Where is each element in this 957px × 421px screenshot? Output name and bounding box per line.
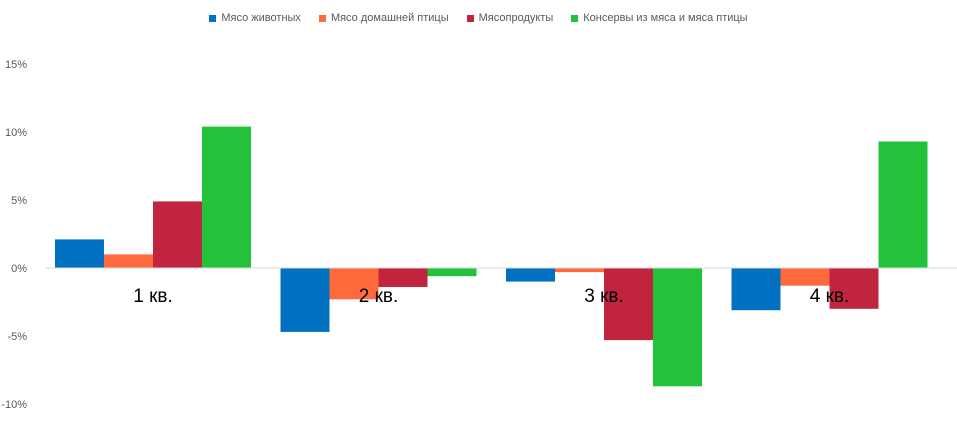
legend-swatch-0 xyxy=(209,14,217,22)
legend-label-3: Консервы из мяса и мяса птицы xyxy=(583,12,748,24)
bar-2-3 xyxy=(829,268,879,309)
legend-swatch-3 xyxy=(571,14,579,22)
bar-3-2 xyxy=(653,268,702,387)
legend-item-0: Мясо животных xyxy=(209,12,301,24)
bar-1-2 xyxy=(555,268,604,273)
bars xyxy=(55,126,928,387)
category-label: 4 кв. xyxy=(810,286,850,307)
bar-3-0 xyxy=(202,126,251,268)
bar-0-0 xyxy=(55,239,104,268)
bar-1-3 xyxy=(780,268,830,286)
category-label: 2 кв. xyxy=(359,286,399,307)
bar-1-0 xyxy=(104,254,153,268)
bar-0-3 xyxy=(731,268,781,311)
y-axis: 15% 10% 5% 0% -5% -10% xyxy=(1,59,27,411)
y-tick-label: 10% xyxy=(5,127,27,139)
category-label: 1 кв. xyxy=(133,286,173,307)
legend-label-1: Мясо домашней птицы xyxy=(330,12,449,24)
legend-item-1: Мясо домашней птицы xyxy=(318,12,449,24)
category-labels: 1 кв. 2 кв. 3 кв. 4 кв. xyxy=(133,286,849,307)
legend-item-2: Мясопродукты xyxy=(466,12,554,24)
legend-label-2: Мясопродукты xyxy=(478,12,554,24)
bar-2-0 xyxy=(153,201,202,268)
y-tick-label: 5% xyxy=(11,195,27,207)
legend-swatch-1 xyxy=(318,14,326,22)
bar-0-1 xyxy=(280,268,330,332)
legend-label-0: Мясо животных xyxy=(221,12,301,24)
bar-1-1 xyxy=(329,268,379,300)
bar-3-1 xyxy=(427,268,477,277)
bar-2-2 xyxy=(604,268,653,341)
y-tick-label: 15% xyxy=(5,59,27,71)
chart-legend: Мясо животных Мясо домашней птицы Мясопр… xyxy=(0,12,957,24)
bar-3-3 xyxy=(878,141,928,268)
bar-0-2 xyxy=(506,268,555,282)
y-tick-label: -5% xyxy=(7,331,27,343)
bar-2-1 xyxy=(378,268,428,287)
y-tick-label: -10% xyxy=(1,399,27,411)
legend-item-3: Консервы из мяса и мяса птицы xyxy=(571,12,748,24)
category-label: 3 кв. xyxy=(584,286,624,307)
legend-swatch-2 xyxy=(466,14,474,22)
y-tick-label: 0% xyxy=(11,263,27,275)
